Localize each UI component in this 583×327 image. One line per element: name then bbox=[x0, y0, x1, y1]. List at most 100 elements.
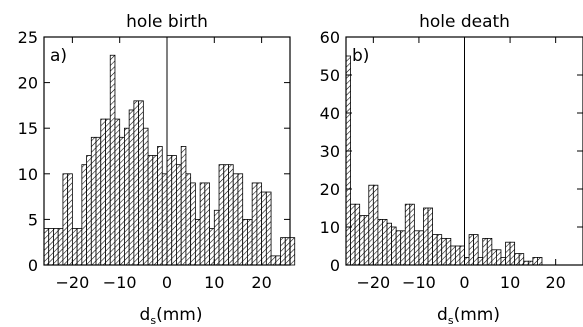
histogram-bar bbox=[237, 173, 244, 266]
x-tick-label: −10 bbox=[103, 273, 137, 292]
histogram-bar bbox=[114, 118, 121, 266]
x-tick-label: 0 bbox=[162, 273, 172, 292]
panel-label: a) bbox=[50, 46, 67, 66]
histogram-bar bbox=[242, 218, 248, 266]
histogram-bar bbox=[423, 207, 429, 266]
histogram-bar bbox=[105, 118, 111, 266]
histogram-bar bbox=[95, 136, 102, 266]
histogram-bar bbox=[176, 164, 182, 266]
histogram-bar bbox=[404, 203, 411, 266]
y-tick-label: 60 bbox=[320, 28, 340, 47]
histogram-bar bbox=[284, 237, 291, 266]
histogram-bar bbox=[454, 245, 461, 266]
histogram-bar bbox=[142, 127, 149, 266]
histogram-bar bbox=[48, 228, 54, 266]
histogram-bar bbox=[71, 228, 78, 266]
histogram-bar bbox=[445, 237, 452, 266]
histogram-bar bbox=[391, 226, 397, 266]
histogram-bar bbox=[518, 253, 525, 266]
histogram-bar bbox=[251, 182, 258, 266]
histogram-bar bbox=[509, 241, 516, 266]
histogram-bar bbox=[232, 173, 239, 266]
histogram-bar bbox=[505, 241, 511, 266]
histogram-bar bbox=[90, 136, 97, 266]
histogram-bar bbox=[128, 109, 135, 266]
histogram-bar bbox=[418, 230, 424, 266]
histogram-bar bbox=[67, 173, 73, 266]
histogram-bar bbox=[436, 234, 443, 266]
y-tick-label: 40 bbox=[320, 104, 340, 123]
panel-b: 0 10 20 30 40 50 60 −20 −10 0 10 20 hole death b) ds(m… bbox=[320, 12, 583, 327]
histogram-bar bbox=[537, 256, 543, 266]
histogram-bar bbox=[138, 100, 144, 266]
histogram-bar bbox=[223, 164, 229, 266]
histogram-bar bbox=[265, 191, 272, 266]
x-tick-label: −20 bbox=[356, 273, 390, 292]
histogram-bar bbox=[194, 218, 201, 266]
y-tick-label: 10 bbox=[18, 165, 38, 184]
x-tick-label: −20 bbox=[56, 273, 90, 292]
histogram-bar bbox=[62, 173, 69, 266]
x-tick-label: 20 bbox=[251, 273, 271, 292]
histogram-bar bbox=[468, 234, 475, 266]
histogram-bar bbox=[486, 237, 493, 266]
histogram-bar bbox=[500, 256, 506, 266]
histogram-bar bbox=[133, 100, 140, 266]
y-tick-label: 15 bbox=[18, 119, 38, 138]
histogram-bar bbox=[377, 218, 383, 266]
histogram-bar bbox=[81, 164, 87, 266]
histogram-bars bbox=[345, 55, 543, 266]
histogram-bar bbox=[213, 209, 220, 266]
y-tick-label: 50 bbox=[320, 66, 340, 85]
histogram-bar bbox=[368, 184, 374, 266]
x-axis-label-main: d bbox=[140, 305, 151, 325]
histogram-bar bbox=[275, 255, 281, 266]
x-tick-label: 20 bbox=[545, 273, 565, 292]
histogram-bar bbox=[157, 146, 163, 266]
y-tick-label: 25 bbox=[18, 28, 38, 47]
histogram-bar bbox=[477, 256, 484, 266]
x-axis-label-unit: (mm) bbox=[156, 305, 202, 325]
histogram-bar bbox=[345, 55, 351, 266]
y-tick-label: 20 bbox=[18, 74, 38, 93]
histogram-bar bbox=[441, 237, 447, 266]
histogram-bar bbox=[386, 222, 392, 266]
histogram-bar bbox=[190, 182, 196, 266]
histogram-bar bbox=[382, 218, 388, 266]
chart-title: hole death bbox=[419, 12, 510, 32]
histogram-bar bbox=[43, 228, 50, 266]
histogram-bar bbox=[532, 256, 538, 266]
histogram-bar bbox=[280, 237, 286, 266]
histogram-bar bbox=[372, 184, 379, 266]
histogram-bar bbox=[482, 237, 488, 266]
histogram-bar bbox=[185, 173, 192, 266]
x-tick-label: −10 bbox=[402, 273, 436, 292]
histogram-bar bbox=[204, 182, 210, 266]
histogram-bar bbox=[350, 203, 356, 266]
histogram-bar bbox=[119, 136, 125, 266]
histogram-bar bbox=[450, 245, 456, 266]
y-tick-label: 0 bbox=[28, 256, 38, 275]
y-tick-label: 30 bbox=[320, 142, 340, 161]
x-tick-label: 0 bbox=[459, 273, 469, 292]
histogram-bar bbox=[270, 255, 277, 266]
histogram-bar bbox=[427, 207, 433, 266]
histogram-bar bbox=[76, 228, 83, 266]
x-axis-label-subscript: s bbox=[448, 314, 454, 327]
histogram-bar bbox=[261, 191, 267, 266]
histogram-bar bbox=[432, 234, 438, 266]
y-tick-label: 0 bbox=[330, 256, 340, 275]
x-axis-label: ds(mm) bbox=[140, 305, 203, 327]
histogram-bar bbox=[473, 234, 479, 266]
histogram-bar bbox=[256, 182, 263, 266]
histogram-bar bbox=[464, 256, 470, 266]
y-tick-label: 20 bbox=[320, 180, 340, 199]
chart-title: hole birth bbox=[126, 12, 208, 32]
histogram-bar bbox=[53, 228, 59, 266]
histogram-bar bbox=[400, 230, 406, 266]
histogram-bar bbox=[359, 215, 365, 266]
panel-label: b) bbox=[352, 46, 369, 66]
x-axis-label-subscript: s bbox=[150, 314, 156, 327]
histogram-bar bbox=[496, 249, 502, 266]
